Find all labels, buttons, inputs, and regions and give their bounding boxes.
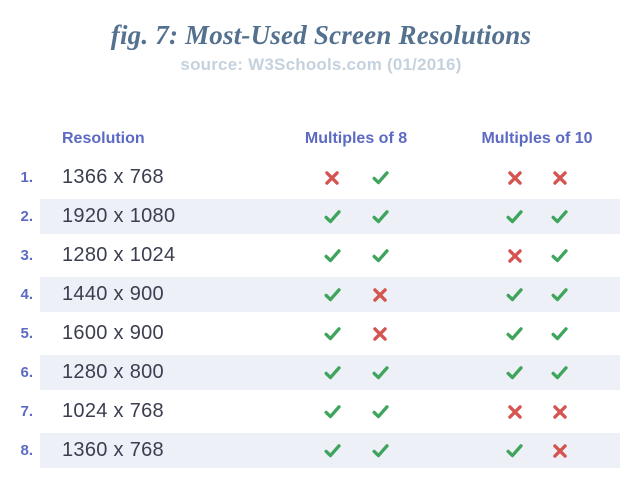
cell-multiples-of-10 (492, 246, 582, 265)
cell-multiples-of-8 (308, 441, 404, 460)
cell-multiples-of-10 (492, 441, 582, 460)
check-icon (356, 168, 404, 187)
check-icon (356, 402, 404, 421)
check-icon (492, 324, 537, 343)
row-band: 1600 x 900 (40, 316, 620, 351)
table-row: 6. 1280 x 800 (0, 355, 642, 390)
row-band: 1280 x 1024 (40, 238, 620, 273)
check-icon (537, 324, 582, 343)
cell-multiples-of-8 (308, 285, 404, 304)
cell-multiples-of-10 (492, 285, 582, 304)
cross-icon (492, 246, 537, 265)
row-resolution: 1440 x 900 (62, 283, 164, 305)
cell-multiples-of-10 (492, 324, 582, 343)
header-band: Resolution Multiples of 8 Multiples of 1… (40, 121, 620, 156)
check-icon (308, 402, 356, 421)
check-icon (537, 246, 582, 265)
check-icon (308, 246, 356, 265)
cell-multiples-of-8 (308, 246, 404, 265)
cross-icon (537, 169, 582, 187)
check-icon (308, 285, 356, 304)
row-resolution: 1366 x 768 (62, 166, 164, 188)
row-band: 1280 x 800 (40, 355, 620, 390)
table-header-row: Resolution Multiples of 8 Multiples of 1… (0, 121, 642, 156)
cell-multiples-of-8 (308, 324, 404, 343)
row-band: 1024 x 768 (40, 394, 620, 429)
cell-multiples-of-10 (492, 403, 582, 421)
check-icon (492, 363, 537, 382)
row-index: 5. (20, 325, 33, 342)
table-row: 1. 1366 x 768 (0, 160, 642, 195)
cross-icon (308, 168, 356, 187)
cell-multiples-of-10 (492, 363, 582, 382)
cell-multiples-of-8 (308, 168, 404, 187)
row-band: 1360 x 768 (40, 433, 620, 468)
check-icon (356, 246, 404, 265)
cell-multiples-of-8 (308, 363, 404, 382)
figure-source: source: W3Schools.com (01/2016) (180, 55, 462, 74)
check-icon (308, 324, 356, 343)
figure-title: fig. 7: Most-Used Screen Resolutions (110, 20, 532, 50)
cell-multiples-of-10 (492, 169, 582, 187)
row-resolution: 1600 x 900 (62, 322, 164, 344)
check-icon (308, 207, 356, 226)
row-band: 1920 x 1080 (40, 199, 620, 234)
check-icon (356, 363, 404, 382)
check-icon (492, 207, 537, 226)
cross-icon (492, 169, 537, 187)
table-row: 4. 1440 x 900 (0, 277, 642, 312)
row-resolution: 1280 x 1024 (62, 244, 176, 266)
cross-icon (492, 403, 537, 421)
row-index: 7. (20, 403, 33, 420)
row-band: 1366 x 768 (40, 160, 620, 195)
table-row: 2. 1920 x 1080 (0, 199, 642, 234)
cell-multiples-of-8 (308, 207, 404, 226)
table-row: 8. 1360 x 768 (0, 433, 642, 468)
cell-multiples-of-10 (492, 207, 582, 226)
row-resolution: 1280 x 800 (62, 361, 164, 383)
check-icon (537, 207, 582, 226)
cross-icon (537, 441, 582, 460)
check-icon (492, 441, 537, 460)
row-index: 8. (20, 442, 33, 459)
column-header-multiples-of-10: Multiples of 10 (481, 130, 592, 148)
row-index: 3. (20, 247, 33, 264)
column-header-multiples-of-10-label: Multiples of 10 (481, 129, 593, 147)
column-header-resolution-label: Resolution (62, 129, 145, 147)
row-resolution: 1920 x 1080 (62, 205, 176, 227)
cross-icon (356, 324, 404, 343)
column-header-resolution: Resolution (40, 130, 308, 148)
check-icon (308, 441, 356, 460)
column-header-multiples-of-8: Multiples of 8 (304, 129, 408, 148)
check-icon (492, 285, 537, 304)
column-header-multiples-of-8-label: Multiples of 8 (304, 129, 408, 147)
row-band: 1440 x 900 (40, 277, 620, 312)
check-icon (537, 363, 582, 382)
resolutions-table: Resolution Multiples of 8 Multiples of 1… (0, 121, 642, 468)
table-row: 5. 1600 x 900 (0, 316, 642, 351)
row-index: 1. (20, 169, 33, 186)
check-icon (356, 207, 404, 226)
row-resolution: 1024 x 768 (62, 400, 164, 422)
check-icon (356, 441, 404, 460)
cross-icon (356, 285, 404, 304)
check-icon (537, 285, 582, 304)
cell-multiples-of-8 (308, 402, 404, 421)
row-index: 6. (20, 364, 33, 381)
table-row: 3. 1280 x 1024 (0, 238, 642, 273)
row-index: 2. (20, 208, 33, 225)
row-index: 4. (20, 286, 33, 303)
cross-icon (537, 403, 582, 421)
table-body: 1. 1366 x 768 2. 1920 x 1080 (0, 160, 642, 468)
table-row: 7. 1024 x 768 (0, 394, 642, 429)
check-icon (308, 363, 356, 382)
row-resolution: 1360 x 768 (62, 439, 164, 461)
